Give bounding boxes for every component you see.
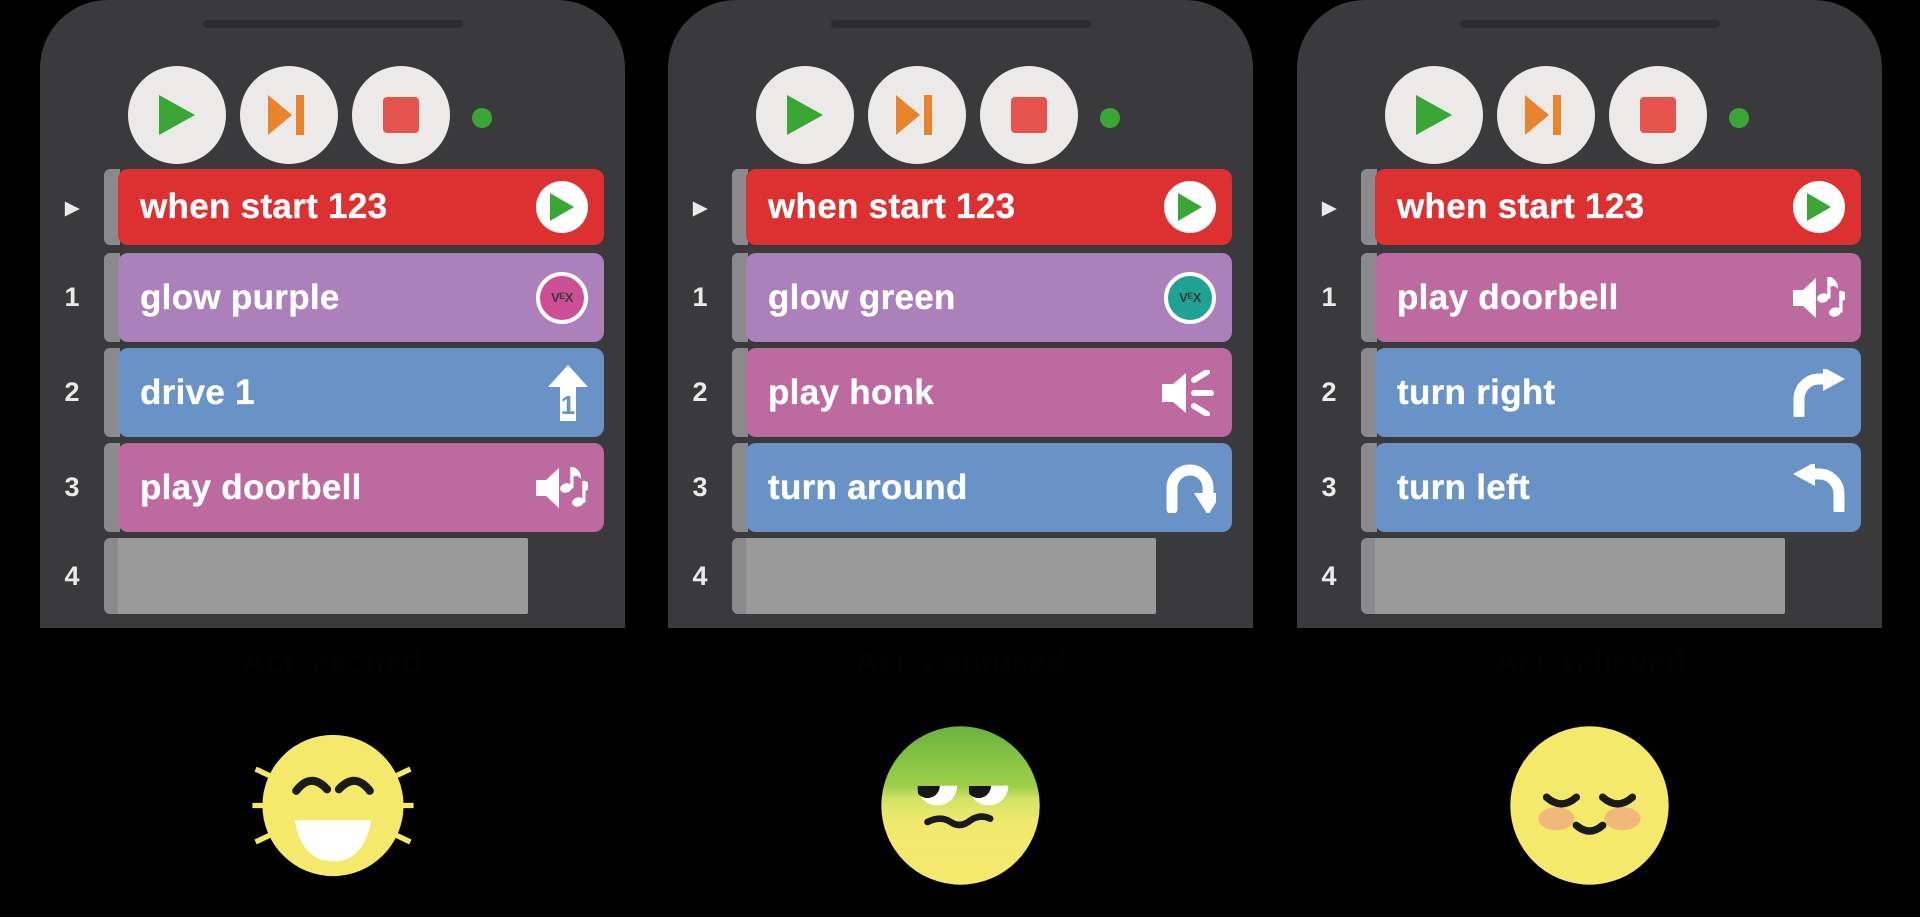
svg-text:1: 1 (561, 390, 575, 420)
